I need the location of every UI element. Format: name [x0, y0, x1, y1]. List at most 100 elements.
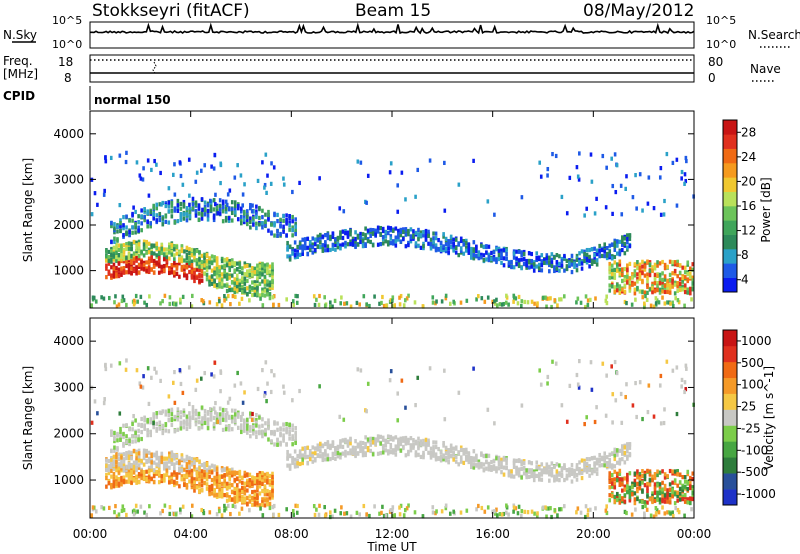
- power-cell: [575, 165, 579, 170]
- power-cell: [394, 239, 398, 244]
- velocity-cell: [140, 422, 143, 428]
- power-cell: [194, 213, 198, 218]
- velocity-cell: [559, 507, 563, 512]
- velocity-cell: [374, 437, 377, 442]
- velocity-cell: [183, 473, 186, 479]
- velocity-cell: [266, 479, 269, 484]
- velocity-cell: [641, 473, 644, 479]
- power-cell: [311, 245, 315, 250]
- power-cell: [127, 241, 131, 246]
- velocity-cell: [185, 470, 189, 475]
- velocity-cell: [112, 471, 116, 477]
- velocity-cell: [331, 451, 335, 456]
- power-cell: [392, 239, 395, 244]
- velocity-cell: [517, 504, 521, 509]
- velocity-cell: [487, 453, 491, 458]
- power-cell: [313, 237, 317, 242]
- velocity-cell: [536, 511, 539, 516]
- y-tick-label: 4000: [53, 127, 84, 141]
- velocity-cell: [263, 498, 267, 503]
- velocity-cell: [210, 484, 214, 489]
- power-cell: [308, 240, 312, 245]
- velocity-cell: [258, 482, 262, 488]
- power-cell: [443, 208, 447, 213]
- velocity-cell: [140, 458, 143, 463]
- power-cell: [255, 204, 258, 209]
- velocity-cell: [294, 440, 297, 446]
- power-cell: [326, 232, 330, 237]
- velocity-cell: [583, 461, 586, 466]
- velocity-cell: [291, 442, 294, 447]
- velocity-cell: [267, 437, 270, 442]
- nsearch-tick-bottom: 10^0: [706, 38, 736, 51]
- velocity-cell: [558, 478, 561, 483]
- power-cell: [666, 300, 669, 305]
- power-cell: [379, 232, 383, 237]
- power-cell: [646, 279, 649, 284]
- power-cell: [205, 252, 209, 258]
- velocity-cell: [605, 504, 608, 509]
- power-cell: [246, 291, 249, 297]
- power-cell: [286, 244, 289, 249]
- power-cell: [578, 259, 581, 265]
- velocity-cell: [671, 494, 674, 499]
- power-cell: [626, 245, 629, 250]
- velocity-cell: [588, 464, 591, 469]
- colorbar-swatch: [723, 277, 737, 293]
- velocity-cell: [195, 473, 199, 478]
- power-cell: [525, 263, 528, 268]
- power-cell: [671, 160, 675, 166]
- power-cell: [94, 299, 98, 304]
- power-cell: [558, 268, 561, 273]
- velocity-cell: [285, 421, 288, 427]
- velocity-cell: [225, 485, 229, 490]
- freq-panel-frame: [89, 54, 695, 83]
- power-cell: [480, 255, 483, 260]
- velocity-cell: [641, 480, 644, 485]
- power-cell: [228, 258, 232, 264]
- power-cell: [152, 270, 156, 275]
- velocity-cell: [349, 441, 352, 446]
- power-cell: [643, 267, 647, 272]
- power-cell: [268, 283, 272, 288]
- power-cell: [580, 266, 584, 271]
- velocity-cell: [293, 449, 297, 454]
- power-cell: [200, 197, 204, 202]
- velocity-cell: [663, 475, 667, 480]
- power-cell: [173, 162, 176, 167]
- velocity-cell: [188, 470, 191, 475]
- velocity-cell: [170, 454, 174, 459]
- velocity-cell: [172, 380, 175, 385]
- power-cell: [681, 278, 685, 283]
- power-cell: [428, 158, 432, 163]
- velocity-cell: [329, 510, 332, 515]
- velocity-cell: [230, 497, 234, 502]
- power-cell: [243, 182, 246, 187]
- velocity-cell: [288, 429, 291, 434]
- velocity-cell: [339, 511, 343, 516]
- power-cell: [122, 243, 126, 248]
- velocity-cell: [115, 481, 118, 487]
- velocity-cell: [613, 481, 617, 486]
- velocity-cell: [613, 359, 617, 365]
- colorbar-swatch: [723, 234, 737, 250]
- velocity-cell: [615, 478, 619, 483]
- power-cell: [656, 260, 659, 265]
- velocity-cell: [676, 507, 680, 513]
- velocity-cell: [638, 486, 642, 491]
- velocity-cell: [208, 492, 211, 497]
- velocity-cell: [227, 424, 231, 429]
- velocity-cell: [393, 513, 397, 518]
- power-cell: [530, 251, 534, 257]
- velocity-cell: [215, 471, 219, 477]
- power-cell: [532, 262, 536, 267]
- velocity-cell: [495, 507, 498, 512]
- velocity-cell: [143, 510, 146, 515]
- power-cell: [641, 208, 644, 213]
- power-cell: [386, 225, 390, 230]
- velocity-cell: [271, 495, 274, 500]
- velocity-cell: [258, 477, 262, 482]
- power-cell: [188, 250, 191, 256]
- power-cell: [125, 214, 128, 219]
- velocity-cell: [361, 450, 365, 455]
